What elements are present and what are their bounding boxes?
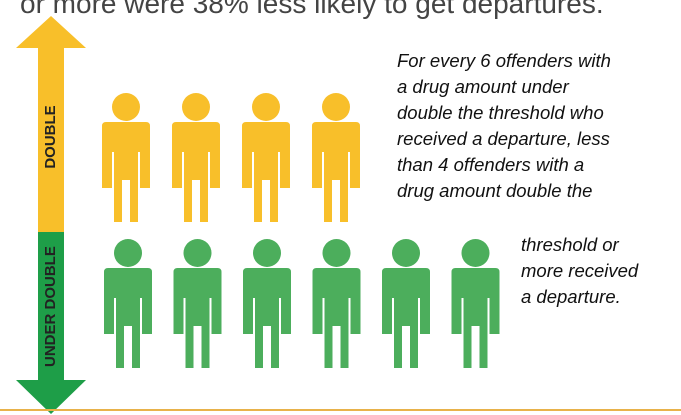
offender-figure	[102, 93, 150, 222]
offender-figure	[243, 239, 291, 368]
offender-figure	[173, 239, 222, 368]
caption-line: a departure.	[521, 286, 621, 307]
caption-line: threshold or	[521, 234, 619, 255]
offender-figure	[104, 239, 152, 368]
headline: or more were 38% less likely to get depa…	[20, 0, 604, 19]
offender-figure	[312, 93, 360, 222]
bottom-divider	[0, 409, 681, 411]
offender-figure	[382, 239, 430, 368]
offender-figure	[172, 93, 220, 222]
caption-line: than 4 offenders with a	[397, 154, 585, 175]
caption-bottom: threshold or more received a departure.	[521, 232, 671, 310]
under-double-row	[104, 239, 500, 368]
caption-line: drug amount double the	[397, 180, 593, 201]
offender-figure	[312, 239, 361, 368]
caption-line: received a departure, less	[397, 128, 610, 149]
caption-top: For every 6 offenders with a drug amount…	[397, 48, 677, 204]
caption-line: a drug amount under	[397, 76, 569, 97]
offender-figure	[242, 93, 290, 222]
under-double-arrow-segment	[16, 232, 86, 414]
caption-line: more received	[521, 260, 639, 281]
caption-line: double the threshold who	[397, 102, 604, 123]
double-arrow-segment	[16, 16, 86, 232]
offender-figure	[451, 239, 500, 368]
double-row	[102, 93, 360, 222]
caption-line: For every 6 offenders with	[397, 50, 611, 71]
